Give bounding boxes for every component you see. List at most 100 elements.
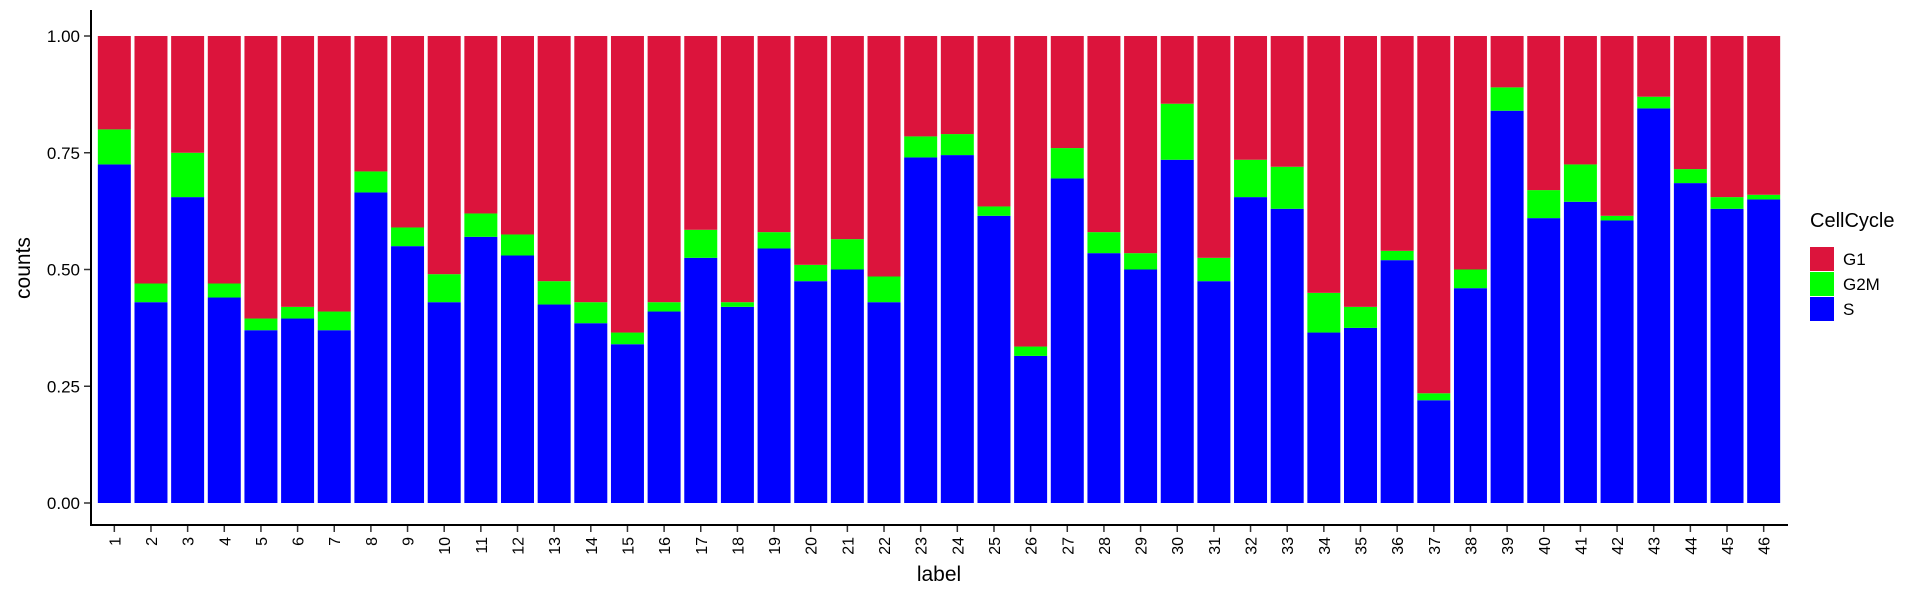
bar-8-s [354, 192, 388, 503]
bar-3-g2m [171, 152, 205, 198]
x-tick-label: 8 [364, 537, 381, 546]
x-tick-label: 9 [401, 537, 418, 546]
bar-20-g1 [794, 36, 828, 265]
bar-20-g2m [794, 264, 828, 282]
bar-10-s [427, 302, 461, 503]
bar-44-g2m [1673, 169, 1707, 184]
bar-21-g1 [830, 36, 864, 240]
bar-23-g2m [904, 136, 938, 158]
bar-46-g1 [1747, 36, 1781, 195]
bar-32-s [1234, 197, 1268, 504]
x-tick-label: 20 [804, 537, 821, 555]
bar-40-s [1527, 218, 1561, 503]
bar-17-g1 [684, 36, 718, 230]
bar-7-s [317, 330, 351, 503]
x-tick-label: 14 [584, 537, 601, 555]
bar-12-s [501, 255, 534, 503]
bar-40-g2m [1527, 190, 1561, 219]
bar-13-g1 [537, 36, 571, 282]
bar-29-g1 [1124, 36, 1158, 254]
bar-21-g2m [830, 239, 864, 270]
bar-5-g2m [244, 318, 278, 331]
x-tick-label: 38 [1463, 537, 1480, 555]
bar-45-g2m [1710, 197, 1744, 209]
x-tick-label: 30 [1170, 537, 1187, 555]
bar-38-g1 [1453, 36, 1487, 270]
bar-33-g2m [1270, 166, 1304, 209]
bar-41-g2m [1563, 164, 1597, 202]
bar-13-g2m [537, 281, 571, 305]
bar-19-g1 [757, 36, 791, 233]
bar-37-g2m [1417, 393, 1451, 401]
bar-44-s [1673, 183, 1707, 504]
axes-layer [90, 10, 1788, 526]
x-tick-label: 29 [1134, 537, 1151, 555]
y-tick-label: 0.00 [47, 494, 80, 513]
bar-14-g1 [574, 36, 608, 303]
bar-40-g1 [1527, 36, 1561, 191]
bar-15-g1 [610, 36, 644, 333]
legend: CellCycle G1 G2M S [1810, 210, 1894, 321]
x-tick-label: 35 [1354, 537, 1371, 555]
bar-11-g2m [464, 213, 498, 237]
x-tick-label: 13 [547, 537, 564, 555]
y-ticks: 0.00 0.25 0.50 0.75 1.00 [47, 27, 90, 513]
bar-24-g1 [940, 36, 974, 135]
bar-34-s [1307, 332, 1341, 503]
x-tick-label: 21 [840, 537, 857, 555]
bar-31-g1 [1197, 36, 1231, 258]
bar-2-g1 [134, 36, 168, 284]
bar-3-s [171, 197, 205, 504]
bar-5-g1 [244, 36, 278, 319]
bar-25-g1 [977, 36, 1011, 207]
bar-35-g1 [1344, 36, 1377, 307]
bar-22-g2m [867, 276, 901, 303]
x-tick-label: 34 [1317, 537, 1334, 555]
y-tick-label: 0.75 [47, 144, 80, 163]
bar-19-g2m [757, 232, 791, 249]
bar-27-g2m [1050, 148, 1084, 179]
bar-25-g2m [977, 206, 1011, 216]
bar-12-g1 [501, 36, 534, 235]
bar-30-s [1160, 159, 1194, 503]
bar-36-g2m [1380, 250, 1414, 261]
bar-5-s [244, 330, 278, 503]
bar-2-s [134, 302, 168, 503]
bar-10-g2m [427, 274, 461, 303]
x-tick-label: 10 [437, 537, 454, 555]
bar-24-g2m [940, 134, 974, 156]
bar-44-g1 [1673, 36, 1707, 170]
bar-38-s [1453, 288, 1487, 503]
bar-28-g2m [1087, 232, 1121, 254]
bar-9-s [391, 246, 425, 503]
bar-39-g1 [1490, 36, 1524, 88]
x-tick-label: 5 [254, 537, 271, 546]
x-tick-label: 31 [1207, 537, 1224, 555]
x-tick-label: 32 [1244, 537, 1261, 555]
bar-14-g2m [574, 302, 608, 324]
x-tick-label: 43 [1647, 537, 1664, 555]
bar-3-g1 [171, 36, 205, 153]
bar-41-s [1563, 201, 1597, 503]
bar-39-g2m [1490, 87, 1524, 111]
x-tick-label: 17 [694, 537, 711, 555]
bar-27-s [1050, 178, 1084, 503]
legend-label-g1: G1 [1843, 250, 1866, 269]
bar-46-g2m [1747, 194, 1781, 200]
bar-2-g2m [134, 283, 168, 303]
bar-38-g2m [1453, 269, 1487, 289]
bar-45-s [1710, 208, 1744, 504]
bar-31-g2m [1197, 257, 1231, 282]
bar-1-g1 [97, 36, 131, 130]
bar-4-s [207, 297, 241, 503]
x-tick-label: 41 [1573, 537, 1590, 555]
x-tick-label: 37 [1427, 537, 1444, 555]
x-ticks: 1 2 3 4 5 6 7 8 9 10 11 12 13 14 15 16 17 18 19 20 21 22 23 24 2… [107, 526, 1774, 555]
bar-25-s [977, 215, 1011, 504]
bar-13-s [537, 304, 571, 503]
x-tick-label: 25 [987, 537, 1004, 555]
bar-18-s [720, 306, 754, 503]
x-tick-label: 1 [107, 537, 124, 546]
bar-1-g2m [97, 129, 131, 165]
bar-29-s [1124, 269, 1158, 503]
